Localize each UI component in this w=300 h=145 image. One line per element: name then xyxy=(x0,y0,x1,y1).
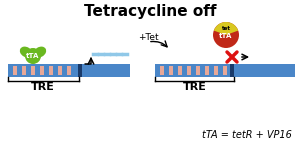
Text: tet: tet xyxy=(221,26,230,30)
Ellipse shape xyxy=(20,47,32,57)
Circle shape xyxy=(213,22,239,48)
Text: TRE: TRE xyxy=(183,82,206,92)
Wedge shape xyxy=(214,22,238,35)
Ellipse shape xyxy=(34,47,46,57)
Bar xyxy=(230,64,234,77)
Bar xyxy=(214,66,218,75)
Circle shape xyxy=(25,48,41,64)
Bar xyxy=(8,64,130,77)
Text: TRE: TRE xyxy=(31,82,55,92)
Bar xyxy=(160,66,164,75)
Bar xyxy=(178,66,182,75)
Text: +Tet: +Tet xyxy=(138,32,158,41)
Bar xyxy=(49,66,53,75)
Bar xyxy=(22,66,26,75)
Text: tTA = tetR + VP16: tTA = tetR + VP16 xyxy=(202,130,292,140)
Text: Tetracycline off: Tetracycline off xyxy=(84,4,216,19)
Bar xyxy=(155,64,295,77)
Bar xyxy=(205,66,209,75)
Bar xyxy=(78,64,82,77)
Bar xyxy=(223,66,227,75)
Bar xyxy=(196,66,200,75)
Bar xyxy=(187,66,191,75)
Bar xyxy=(40,66,44,75)
Bar xyxy=(67,66,71,75)
Bar xyxy=(58,66,62,75)
Text: tTA: tTA xyxy=(219,33,233,39)
Text: tTA: tTA xyxy=(26,53,40,59)
Bar xyxy=(169,66,173,75)
Bar xyxy=(31,66,35,75)
Bar xyxy=(13,66,17,75)
